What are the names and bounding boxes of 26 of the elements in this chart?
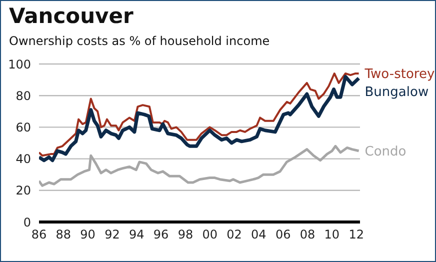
- line-series: [39, 144, 360, 187]
- y-tick-label: 100: [8, 57, 31, 72]
- x-tick-label: 12: [348, 228, 364, 242]
- x-tick-label: 94: [129, 228, 144, 242]
- x-tick-label: 02: [226, 228, 242, 242]
- x-tick-label: 86: [31, 228, 47, 242]
- y-tick-label: 40: [16, 152, 31, 166]
- x-tick-label: 96: [153, 228, 169, 242]
- series-label: Two-storey: [364, 67, 435, 82]
- y-tick-label: 60: [16, 120, 31, 134]
- x-tick-label: 06: [275, 228, 291, 242]
- chart-subtitle: Ownership costs as % of household income: [9, 34, 270, 48]
- chart-title: Vancouver: [9, 4, 134, 28]
- y-tick-label: 80: [16, 88, 31, 103]
- y-tick-label: 20: [16, 184, 31, 198]
- series-label: Condo: [364, 144, 406, 160]
- x-tick-label: 04: [251, 228, 266, 242]
- x-tick-label: 90: [80, 228, 96, 242]
- x-tick-label: 00: [202, 228, 218, 242]
- y-tick-label: 0: [23, 215, 31, 230]
- x-tick-label: 98: [178, 228, 194, 242]
- x-tick-label: 92: [104, 228, 120, 242]
- series-label: Bungalow: [364, 84, 429, 100]
- x-tick-label: 88: [56, 228, 72, 242]
- x-tick-label: 10: [324, 228, 340, 242]
- x-tick-label: 08: [300, 228, 316, 242]
